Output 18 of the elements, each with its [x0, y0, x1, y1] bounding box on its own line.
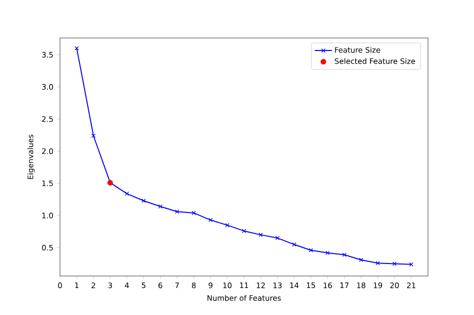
- point: [292, 242, 296, 247]
- point: [308, 248, 314, 252]
- point: [392, 262, 397, 266]
- point: [91, 134, 96, 138]
- point: [258, 232, 263, 237]
- point: [192, 210, 196, 216]
- point: [376, 261, 380, 266]
- point: [342, 252, 346, 257]
- point: [242, 228, 246, 234]
- point: [142, 198, 146, 203]
- point: [158, 204, 162, 209]
- point: [275, 236, 280, 240]
- point: [124, 192, 130, 196]
- point: [225, 223, 230, 228]
- point: [326, 250, 330, 255]
- point: [358, 258, 364, 262]
- point: [174, 210, 180, 214]
- point: [208, 218, 213, 222]
